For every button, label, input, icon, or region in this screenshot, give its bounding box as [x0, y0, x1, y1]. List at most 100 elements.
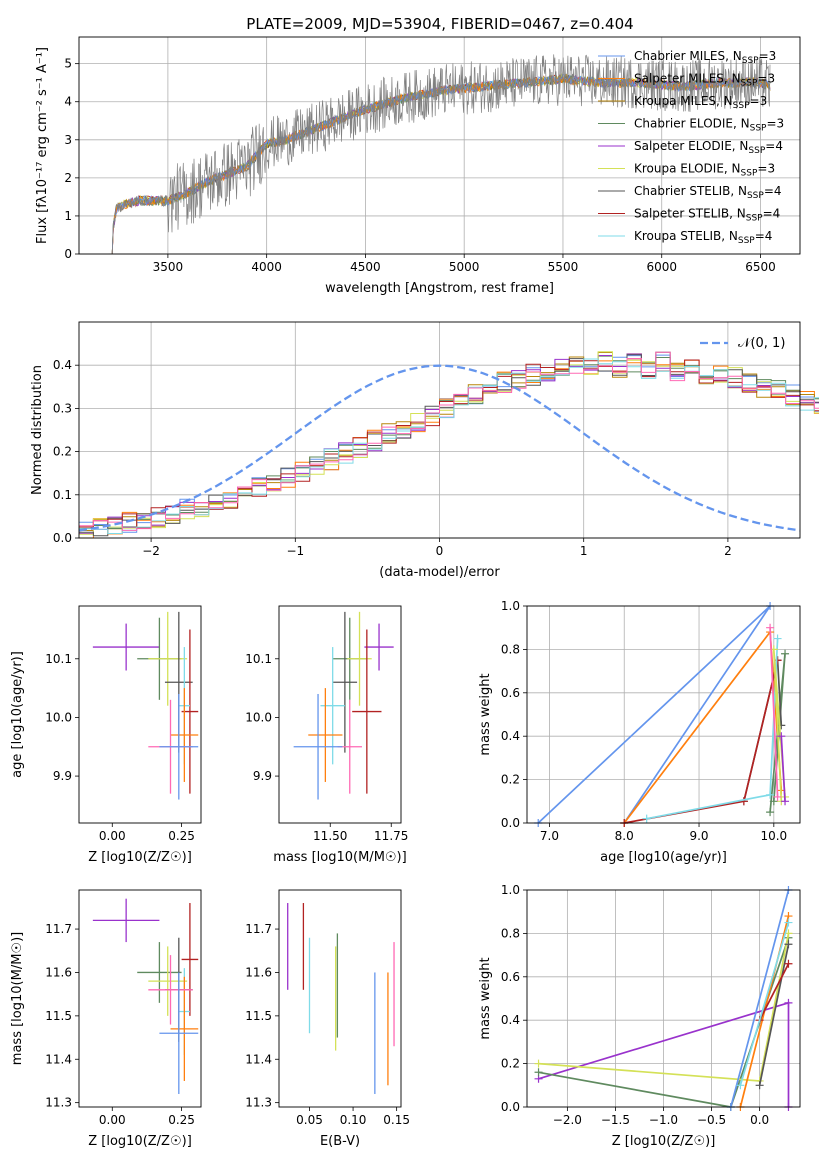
x-tick-label: 3500 — [153, 260, 184, 274]
y-tick-label: 0.4 — [501, 1013, 520, 1027]
y-tick-label: 1 — [64, 209, 72, 223]
y-tick-label: 5 — [64, 57, 72, 71]
legend-entry: Salpeter MILES, NSSP=3 — [634, 72, 775, 89]
weight-marker — [784, 940, 793, 949]
y-tick-label: 3 — [64, 133, 72, 147]
weight-marker — [773, 634, 782, 643]
x-tick-label: 0.0 — [750, 1113, 769, 1127]
weight-marker — [534, 1059, 543, 1068]
axes-frame — [78, 321, 801, 539]
y-tick-label: 9.9 — [253, 769, 272, 783]
x-axis-label: mass [log10(M/M☉)] — [273, 850, 406, 865]
y-tick-label: 11.4 — [45, 1052, 72, 1066]
y-tick-label: 0.8 — [501, 926, 520, 940]
x-tick-label: −2 — [142, 544, 160, 558]
x-tick-label: 0.05 — [296, 1113, 323, 1127]
x-tick-label: −2.0 — [553, 1113, 582, 1127]
x-tick-label: 0 — [436, 544, 444, 558]
x-axis-label: Z [log10(Z/Z☉)] — [612, 1134, 716, 1149]
weight-marker — [784, 998, 793, 1007]
x-tick-label: 0.15 — [383, 1113, 410, 1127]
normal-distribution-curve — [78, 364, 801, 532]
legend-entry: Salpeter ELODIE, NSSP=4 — [634, 139, 783, 156]
y-tick-label: 9.9 — [53, 769, 72, 783]
legend-entry: Chabrier MILES, NSSP=3 — [634, 49, 776, 66]
x-axis-label: age [log10(age/yr)] — [600, 850, 727, 865]
plot-area — [293, 611, 394, 800]
weight-marker — [739, 797, 748, 806]
weight-marker — [769, 797, 778, 806]
axes-frame — [78, 605, 202, 824]
weight-marker — [784, 959, 793, 968]
y-tick-label: 11.3 — [45, 1096, 72, 1110]
legend-entry: Kroupa MILES, NSSP=3 — [634, 94, 767, 111]
weight-marker — [777, 732, 786, 741]
mass-vs-Z-panel: 0.00 0.25 11.3 11.4 11.5 11.6 11.7 Z [log10(Z/Z… — [10, 889, 202, 1149]
legend-entry: Chabrier STELIB, NSSP=4 — [634, 184, 782, 201]
y-tick-label: 10.1 — [45, 652, 72, 666]
residual-histogram — [79, 351, 819, 531]
y-tick-label: 1.0 — [501, 599, 520, 613]
y-axis-label: Normed distribution — [30, 365, 45, 495]
weight-marker — [766, 623, 775, 632]
x-tick-label: 10.0 — [760, 829, 787, 843]
y-tick-label: 0.3 — [53, 401, 72, 415]
y-tick-label: 0.0 — [53, 531, 72, 545]
weight-line — [739, 922, 790, 1086]
y-tick-label: 10.1 — [245, 652, 272, 666]
weight-marker — [766, 808, 775, 817]
legend-entry: 𝒩(0, 1) — [738, 336, 785, 351]
axes-frame — [526, 605, 801, 824]
axes-frame — [78, 36, 801, 255]
y-tick-label: 0.4 — [501, 729, 520, 743]
y-axis-label: mass weight — [478, 673, 493, 755]
x-axis-label: wavelength [Angstrom, rest frame] — [325, 281, 554, 296]
weight-marker — [781, 649, 790, 658]
spectrum-plot-area — [108, 54, 771, 254]
y-tick-label: 0.0 — [501, 1100, 520, 1114]
axes-frame — [526, 889, 801, 1108]
x-tick-label: 5000 — [449, 260, 480, 274]
axes-frame — [278, 605, 402, 824]
x-axis-label: Z [log10(Z/Z☉)] — [88, 850, 192, 865]
x-tick-label: 4000 — [251, 260, 282, 274]
y-tick-label: 11.7 — [45, 922, 72, 936]
x-tick-label: 5500 — [548, 260, 579, 274]
x-tick-label: −1.0 — [649, 1113, 678, 1127]
y-axis-label: age [log10(age/yr)] — [10, 651, 25, 778]
y-tick-label: 10.0 — [45, 710, 72, 724]
weight-line — [729, 889, 790, 1108]
y-tick-label: 11.5 — [245, 1009, 272, 1023]
axes-frame — [78, 889, 202, 1108]
legend-entry: Salpeter STELIB, NSSP=4 — [634, 207, 780, 224]
age-vs-mass-panel: 11.50 11.75 9.9 10.0 10.1 mass [log10(M/M☉)] — [245, 605, 408, 865]
x-tick-label: 9.0 — [689, 829, 708, 843]
y-tick-label: 11.4 — [245, 1052, 272, 1066]
y-tick-label: 11.6 — [245, 965, 272, 979]
legend-entry: Kroupa STELIB, NSSP=4 — [634, 229, 772, 246]
weight-marker — [766, 790, 775, 799]
x-tick-label: 0.00 — [99, 1113, 126, 1127]
plot-area — [92, 898, 199, 1094]
x-tick-label: −1.5 — [601, 1113, 630, 1127]
weight-marker — [781, 797, 790, 806]
x-tick-label: 8.0 — [615, 829, 634, 843]
x-axis-label: Z [log10(Z/Z☉)] — [88, 1134, 192, 1149]
weight-marker — [642, 814, 651, 823]
y-tick-label: 11.3 — [245, 1096, 272, 1110]
x-tick-label: 1 — [580, 544, 588, 558]
x-tick-label: 7.0 — [540, 829, 559, 843]
weight-vs-age-panel: 7.0 8.0 9.0 10.0 0.0 0.2 0.4 0.6 0.8 1.0 age [log1… — [478, 599, 801, 865]
legend-entry: Chabrier ELODIE, NSSP=3 — [634, 117, 784, 134]
y-tick-label: 0 — [64, 247, 72, 261]
y-tick-label: 0.2 — [501, 1057, 520, 1071]
weight-line — [780, 736, 786, 802]
x-tick-label: 6500 — [745, 260, 776, 274]
y-tick-label: 4 — [64, 95, 72, 109]
y-tick-label: 1.0 — [501, 883, 520, 897]
residuals-panel: −2 −1 0 1 2 0.0 0.1 0.2 0.3 0.4 (data-model)/error… — [30, 321, 819, 580]
y-tick-label: 2 — [64, 171, 72, 185]
y-tick-label: 0.4 — [53, 358, 72, 372]
y-axis-label: Flux [fλ10⁻¹⁷ erg cm⁻² s⁻¹ A⁻¹] — [35, 47, 50, 244]
